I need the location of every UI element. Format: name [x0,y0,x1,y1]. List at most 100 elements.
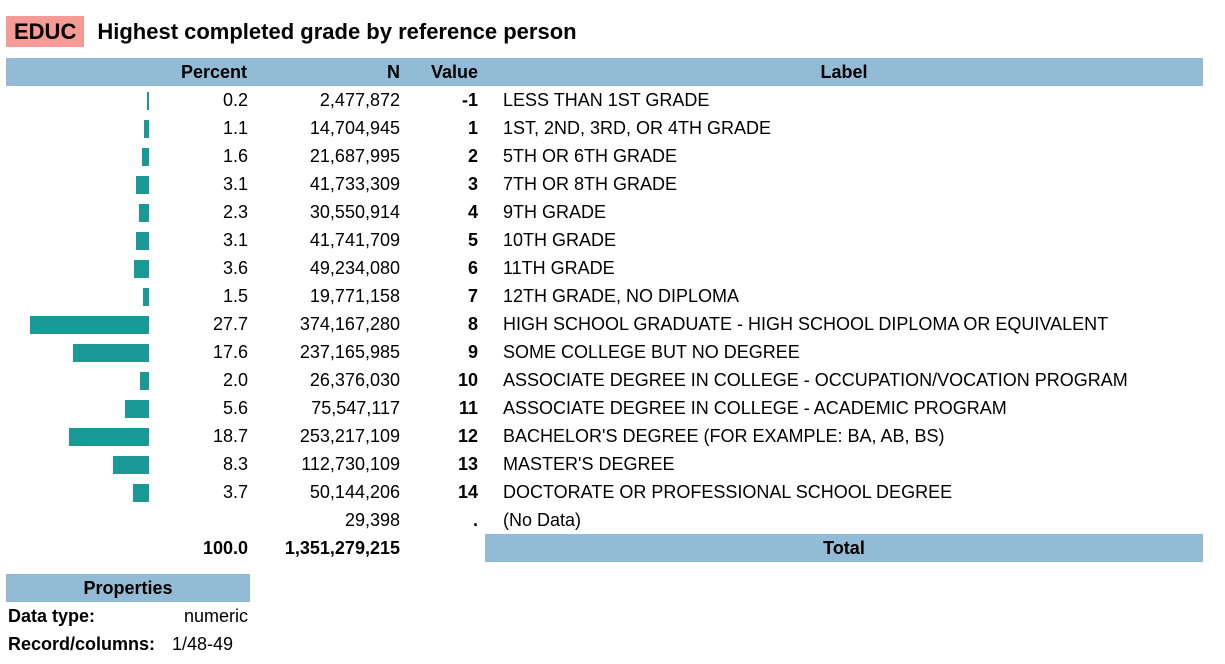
variable-name-badge: EDUC [6,16,85,47]
row-label: 12TH GRADE, NO DIPLOMA [503,286,740,306]
row-count: 14,704,945 [309,118,400,138]
row-count: 29,398 [344,510,400,530]
row-label: 10TH GRADE [503,230,617,250]
row-value-code: 13 [457,454,478,474]
table-row: 17.6 237,165,985 9 SOME COLLEGE BUT NO DEGR… [0,338,1225,366]
row-value-code: 10 [457,370,478,390]
percent-bar [139,204,149,222]
row-count: 21,687,995 [309,146,400,166]
row-label: HIGH SCHOOL GRADUATE - HIGH SCHOOL DIPLO… [503,314,1109,334]
percent-bar [147,92,149,110]
row-label: 9TH GRADE [503,202,607,222]
row-value-code: 4 [467,202,478,222]
row-percent: 8.3 [222,454,248,474]
row-percent: 0.2 [222,90,248,110]
property-value: 1/48-49 [172,634,234,654]
row-percent: 17.6 [212,342,248,362]
total-percent: 100.0 [202,538,248,558]
row-count: 30,550,914 [309,202,400,222]
property-key: Data type: [8,606,96,626]
table-row: 29,398. (No Data) [0,506,1225,534]
row-percent: 27.7 [212,314,248,334]
row-count: 75,547,117 [311,398,400,418]
row-percent: 5.6 [222,398,248,418]
row-label: 5TH OR 6TH GRADE [503,146,678,166]
percent-bar [113,456,149,474]
column-header-value: Value [402,58,485,86]
row-value-code: -1 [461,90,478,110]
row-label: DOCTORATE OR PROFESSIONAL SCHOOL DEGREE [503,482,953,502]
total-label: Total [485,534,1203,562]
row-value-code: 8 [467,314,478,334]
table-row: 3.1 41,741,709 5 10TH GRADE [0,226,1225,254]
property-value: numeric [183,606,248,626]
percent-bar [136,232,149,250]
column-header-label-text: Label [820,62,868,82]
properties-heading: Properties [6,574,250,602]
row-value-code: 5 [467,230,478,250]
row-count: 237,165,985 [299,342,400,362]
percent-bar [133,484,149,502]
row-value-code: 6 [467,258,478,278]
property-row: Record/columns: 1/48-49 [8,630,248,658]
column-header-n: N [250,58,402,86]
column-header-percent-label: Percent [180,62,247,82]
row-percent: 3.1 [222,174,248,194]
table-row: 2.3 30,550,914 4 9TH GRADE [0,198,1225,226]
row-value-code: 12 [457,426,478,446]
table-row: 1.1 14,704,945 1 1ST, 2ND, 3RD, OR 4TH GRAD… [0,114,1225,142]
row-label: BACHELOR'S DEGREE (FOR EXAMPLE: BA, AB, … [503,426,945,446]
row-value-code: 2 [467,146,478,166]
property-key: Record/columns: [8,634,156,654]
row-value-code: 14 [457,482,478,502]
percent-bar [144,120,149,138]
row-label: SOME COLLEGE BUT NO DEGREE [503,342,800,362]
percent-bar [140,372,149,390]
row-count: 253,217,109 [299,426,400,446]
row-count: 49,234,080 [309,258,400,278]
row-count: 2,477,872 [319,90,400,110]
row-count: 41,741,709 [309,230,400,250]
totals-row: 100.0 1,351,279,215 [0,534,1225,562]
row-count: 112,730,109 [301,454,400,474]
total-n: 1,351,279,215 [284,538,400,558]
row-percent: 2.0 [222,370,248,390]
percent-bar [125,400,149,418]
row-label: ASSOCIATE DEGREE IN COLLEGE - ACADEMIC P… [503,398,1007,418]
row-value-code: 7 [467,286,478,306]
row-label: ASSOCIATE DEGREE IN COLLEGE - OCCUPATION… [503,370,1128,390]
row-percent: 1.5 [222,286,248,306]
row-label: 1ST, 2ND, 3RD, OR 4TH GRADE [503,118,772,138]
row-value-code: 1 [467,118,478,138]
row-label: MASTER'S DEGREE [503,454,675,474]
variable-title: Highest completed grade by reference per… [97,18,577,44]
percent-bar [69,428,149,446]
percent-bar [73,344,149,362]
row-label: 7TH OR 8TH GRADE [503,174,678,194]
row-value-code: 3 [467,174,478,194]
table-row: 1.5 19,771,158 7 12TH GRADE, NO DIPLOMA [0,282,1225,310]
percent-bar [142,148,149,166]
variable-header: EDUC Highest completed grade by referenc… [6,16,577,47]
row-count: 41,733,309 [309,174,400,194]
table-row: 18.7 253,217,109 12 BACHELOR'S DEGREE (FOR … [0,422,1225,450]
row-count: 374,167,280 [299,314,400,334]
table-row: 27.7 374,167,280 8 HIGH SCHOOL GRADUATE - H… [0,310,1225,338]
row-percent: 2.3 [222,202,248,222]
row-percent: 3.7 [222,482,248,502]
property-row: Data type: numeric [8,602,248,630]
row-label: 11TH GRADE [503,258,615,278]
table-row: 8.3 112,730,109 13 MASTER'S DEGREE [0,450,1225,478]
row-label: (No Data) [503,510,582,530]
row-percent: 1.6 [222,146,248,166]
table-row: 3.7 50,144,206 14 DOCTORATE OR PROFESSIONAL… [0,478,1225,506]
table-row: 3.1 41,733,309 3 7TH OR 8TH GRADE [0,170,1225,198]
column-header-label: Label [485,58,1203,86]
row-count: 26,376,030 [309,370,400,390]
column-header-value-label: Value [430,62,478,82]
row-percent: 3.1 [222,230,248,250]
row-value-code: 9 [467,342,478,362]
percent-bar [134,260,149,278]
row-percent: 3.6 [222,258,248,278]
row-label: LESS THAN 1ST GRADE [503,90,710,110]
